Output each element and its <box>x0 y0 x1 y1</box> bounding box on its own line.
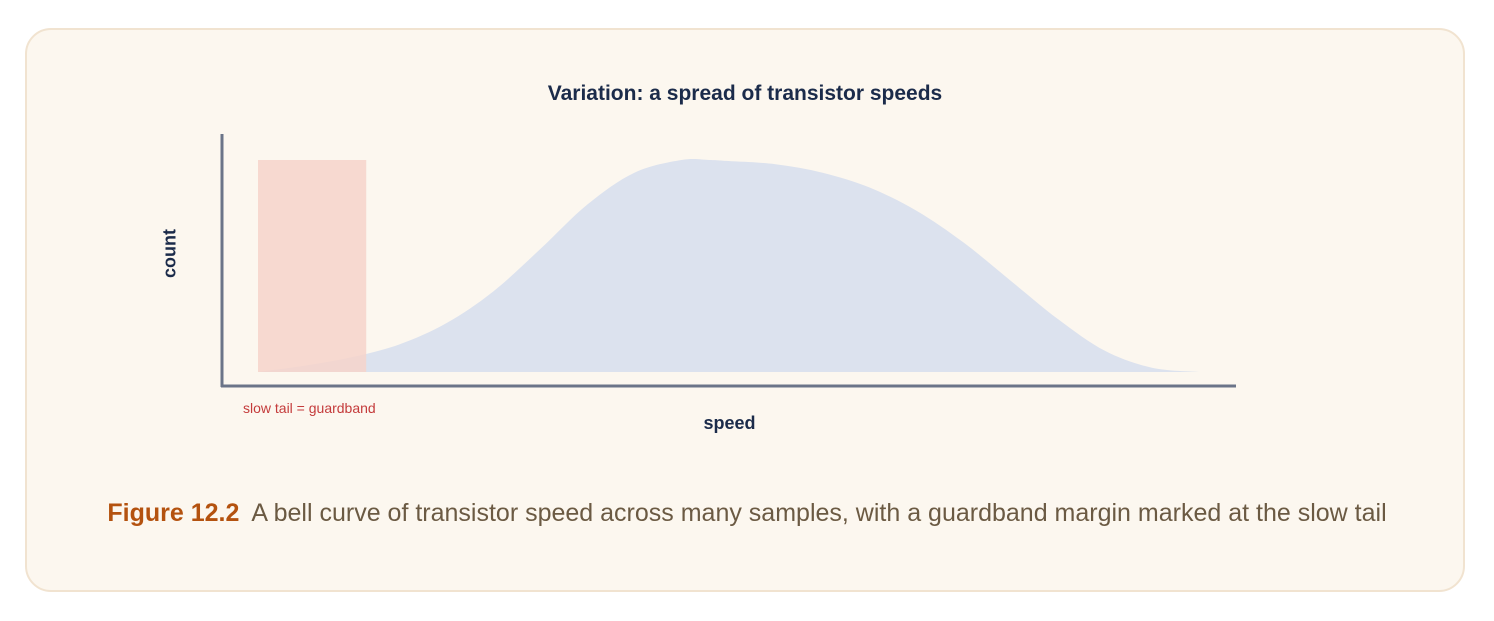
figure-number: Figure 12.2 <box>107 499 240 527</box>
guardband-region <box>258 160 367 372</box>
bell-curve-chart <box>220 134 1236 388</box>
guardband-annotation: slow tail = guardband <box>243 400 376 416</box>
figure-caption-text: A bell curve of transistor speed across … <box>251 499 1387 527</box>
figure-caption: Figure 12.2 A bell curve of transistor sp… <box>67 492 1427 535</box>
speed-distribution-area <box>258 159 1199 372</box>
x-axis-label: speed <box>703 413 756 433</box>
y-axis-label: count <box>159 229 180 278</box>
chart-title: Variation: a spread of transistor speeds <box>547 82 943 105</box>
figure-card: Variation: a spread of transistor speeds… <box>25 28 1465 592</box>
